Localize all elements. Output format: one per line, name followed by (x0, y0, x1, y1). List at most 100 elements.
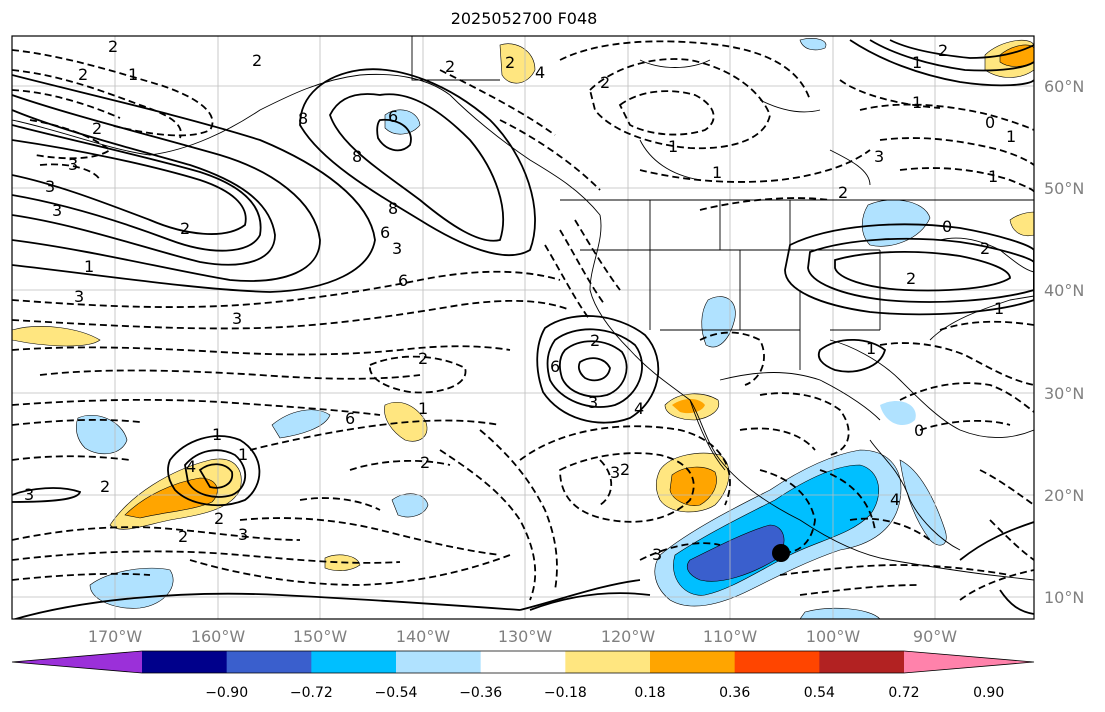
lat-label: 50°N (1044, 179, 1084, 198)
contour-label: 2 (178, 527, 188, 546)
contour-label: 2 (214, 509, 224, 528)
contour-label: 2 (420, 453, 430, 472)
lon-label: 130°W (498, 627, 553, 646)
colorbar-tick-labels: −0.90 −0.72 −0.54 −0.36 −0.18 0.18 0.36 0.54 0.7… (205, 685, 1004, 701)
colorbar-tick-label: 0.90 (973, 685, 1004, 701)
coastlines (12, 36, 1034, 581)
contour-label: 1 (212, 425, 222, 444)
lon-label: 160°W (191, 627, 246, 646)
contour-label: 1 (912, 53, 922, 72)
contour-label: 2 (100, 477, 110, 496)
contour-label: 6 (380, 223, 390, 242)
colorbar-tick-label: −0.72 (290, 685, 333, 701)
contour-label: 0 (942, 217, 952, 236)
contour-label: 4 (634, 399, 644, 418)
contour-label: 3 (52, 201, 62, 220)
lon-label: 100°W (806, 627, 861, 646)
contour-label: 2 (78, 65, 88, 84)
lat-label: 40°N (1044, 281, 1084, 300)
colorbar-swatch (565, 651, 651, 673)
contour-label: 6 (388, 107, 398, 126)
map-frame (11, 35, 1035, 620)
colorbar-tick-label: 0.18 (634, 685, 665, 701)
contour-label: 1 (128, 65, 138, 84)
contour-label: 3 (874, 147, 884, 166)
shaded-regions (12, 38, 1034, 619)
colorbar-tick-label: −0.54 (375, 685, 418, 701)
longitude-labels: 170°W 160°W 150°W 140°W 130°W 120°W 110°… (88, 627, 957, 646)
contour-label: 1 (418, 399, 428, 418)
contour-label: 3 (45, 177, 55, 196)
lon-label: 150°W (293, 627, 348, 646)
contour-label: 2 (108, 37, 118, 56)
contour-label: 1 (668, 137, 678, 156)
contour-label: 2 (620, 460, 630, 479)
contour-label: 1 (238, 445, 248, 464)
contour-label: 6 (550, 357, 560, 376)
lon-label: 120°W (601, 627, 656, 646)
contour-label: 3 (652, 545, 662, 564)
contour-label: 1 (866, 339, 876, 358)
map-area (12, 36, 1034, 619)
contour-label: 2 (418, 349, 428, 368)
contour-label: 1 (84, 257, 94, 276)
contour-label: 3 (74, 287, 84, 306)
contour-label: 0 (914, 421, 924, 440)
contour-label: 1 (912, 93, 922, 112)
map-title: 2025052700 F048 (450, 9, 598, 28)
contour-label: 1 (988, 167, 998, 186)
contour-label: 3 (392, 239, 402, 258)
contour-label: 1 (1006, 127, 1016, 146)
colorbar-tick-label: 0.36 (719, 685, 750, 701)
colorbar-tick-label: 0.54 (804, 685, 835, 701)
contour-label: 4 (890, 490, 900, 509)
lat-label: 30°N (1044, 384, 1084, 403)
colorbar-extend-low (12, 651, 142, 673)
contour-label: 4 (186, 457, 196, 476)
colorbar-swatch (734, 651, 820, 673)
contour-label: 3 (610, 463, 620, 482)
contour-label: 3 (238, 525, 248, 544)
contour-label: 3 (588, 393, 598, 412)
contour-label: 2 (980, 239, 990, 258)
colorbar-tick-label: −0.18 (544, 685, 587, 701)
colorbar-tick-label: 0.72 (888, 685, 919, 701)
contour-label: 2 (445, 57, 455, 76)
contour-label: 0 (985, 113, 995, 132)
colorbar-swatch (226, 651, 312, 673)
colorbar-swatch (650, 651, 736, 673)
contour-label: 6 (345, 409, 355, 428)
colorbar-swatch (480, 651, 566, 673)
lon-label: 90°W (913, 627, 957, 646)
contour-label: 2 (505, 53, 515, 72)
colorbar-swatch (396, 651, 482, 673)
lat-label: 60°N (1044, 77, 1084, 96)
lon-label: 110°W (703, 627, 758, 646)
contour-label: 8 (388, 199, 398, 218)
contour-label: 1 (712, 163, 722, 182)
colorbar-tick-label: −0.36 (459, 685, 502, 701)
colorbar-swatch (819, 651, 905, 673)
contour-label: 2 (938, 41, 948, 60)
colorbar (11, 650, 1035, 674)
contour-label: 8 (298, 109, 308, 128)
contour-label: 2 (600, 73, 610, 92)
contour-label: 3 (68, 155, 78, 174)
lat-label: 10°N (1044, 588, 1084, 607)
contour-label: 2 (590, 331, 600, 350)
colorbar-swatch (142, 651, 228, 673)
storm-center-marker (772, 544, 790, 562)
lon-label: 140°W (396, 627, 451, 646)
lon-label: 170°W (88, 627, 143, 646)
contour-label: 1 (994, 299, 1004, 318)
contour-label: 3 (232, 309, 242, 328)
colorbar-tick-label: −0.90 (205, 685, 248, 701)
contour-label: 2 (906, 269, 916, 288)
contour-label: 2 (92, 119, 102, 138)
contour-label: 2 (252, 51, 262, 70)
contour-label: 6 (398, 271, 408, 290)
contour-label: 4 (535, 63, 545, 82)
latitude-labels: 60°N 50°N 40°N 30°N 20°N 10°N (1044, 77, 1084, 607)
